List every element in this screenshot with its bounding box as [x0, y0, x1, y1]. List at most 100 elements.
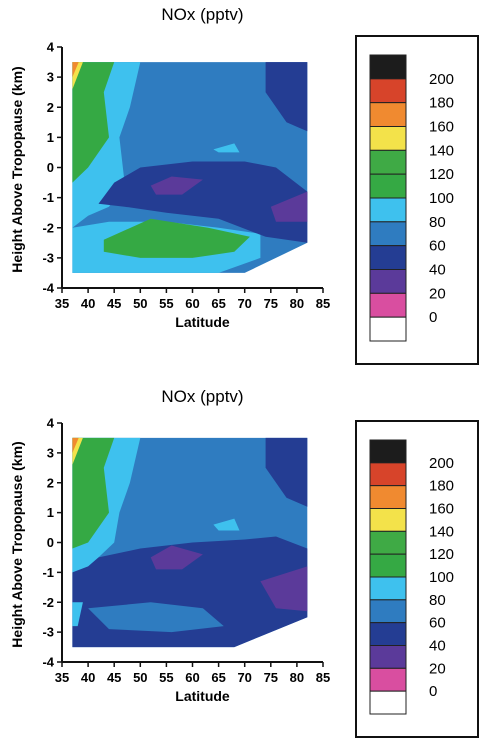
- x-axis-label: Latitude: [175, 688, 230, 704]
- y-tick-label: -2: [42, 595, 54, 610]
- x-tick-label: 45: [107, 670, 121, 685]
- y-tick-label: 2: [47, 100, 54, 115]
- contour-region-160-180: [72, 62, 79, 78]
- y-tick-label: -4: [42, 655, 54, 670]
- contour-region-20-40: [270, 191, 308, 222]
- contour-region-80-100: [213, 518, 240, 531]
- y-tick-label: 0: [47, 160, 54, 175]
- contour-chart-bottom: NOx (pptv) 35 40 45 50 55 60 65 70 75 80 85 4 3 2 1 0 -1 -…: [9, 387, 330, 704]
- chart-panel-bottom: NOx (pptv) 35 40 45 50 55 60 65 70 75 80 85 4 3 2 1 0 -1 -…: [0, 372, 481, 744]
- colorbar-label: 120: [429, 546, 454, 563]
- colorbar-label: 0: [429, 683, 437, 700]
- colorbar-label: 160: [429, 501, 454, 518]
- colorbar-label: 60: [429, 238, 446, 255]
- colorbar-swatch: [369, 485, 407, 510]
- y-tick-label: 1: [47, 130, 54, 145]
- colorbar-swatch: [369, 197, 407, 223]
- y-tick-label: 1: [47, 505, 54, 520]
- colorbar-label: 40: [429, 638, 446, 655]
- colorbar-swatch: [369, 102, 407, 127]
- colorbar-swatch: [369, 530, 407, 555]
- y-tick-label: -2: [42, 220, 54, 235]
- contour-region-60-80: [88, 602, 224, 633]
- colorbar-swatch: [369, 508, 407, 532]
- colorbar-swatch: [369, 690, 407, 715]
- x-tick-label: 50: [133, 670, 147, 685]
- colorbar-swatch: [369, 599, 407, 624]
- colorbar-label: 180: [429, 95, 454, 112]
- x-tick-label: 75: [264, 670, 278, 685]
- chart-title: NOx (pptv): [161, 5, 243, 24]
- contour-chart-top: NOx (pptv) 35 40 45 50 55 60 65 70 75 80 85 4 3 2 1 0 -1 -…: [9, 5, 330, 330]
- contour-region-20-40: [150, 176, 203, 195]
- colorbar-swatch: [369, 576, 407, 601]
- x-tick-label: 75: [264, 296, 278, 311]
- y-axis-label: Height Above Tropopause (km): [9, 66, 25, 272]
- contour-region-20-40: [260, 566, 308, 612]
- y-tick-label: 4: [47, 416, 55, 431]
- colorbar-swatch: [369, 149, 407, 175]
- x-tick-label: 65: [211, 296, 225, 311]
- contour-region-40-60: [98, 161, 308, 243]
- x-tick-label: 70: [237, 296, 251, 311]
- colorbar-label: 0: [429, 309, 437, 326]
- contour-region-40-60: [265, 62, 308, 132]
- contour-region-80-100: [213, 143, 240, 153]
- x-axis-label: Latitude: [175, 314, 230, 330]
- colorbar-label: 60: [429, 615, 446, 632]
- x-tick-label: 85: [316, 296, 330, 311]
- y-tick-label: 3: [47, 445, 54, 460]
- x-tick-label: 60: [185, 670, 199, 685]
- x-tick-label: 50: [133, 296, 147, 311]
- colorbar-label: 140: [429, 523, 454, 540]
- contour-region-100-120: [72, 437, 115, 549]
- y-tick-label: 4: [47, 40, 55, 55]
- colorbar-label: 140: [429, 142, 454, 159]
- y-tick-label: -1: [42, 565, 54, 580]
- x-tick-label: 60: [185, 296, 199, 311]
- colorbar-label: 160: [429, 119, 454, 136]
- colorbar-swatch: [369, 553, 407, 578]
- colorbar-label: 100: [429, 190, 454, 207]
- colorbar-swatch: [369, 667, 407, 692]
- colorbar-swatch: [369, 173, 407, 199]
- x-tick-label: 35: [55, 670, 69, 685]
- x-tick-label: 70: [237, 670, 251, 685]
- y-tick-label: -3: [42, 625, 54, 640]
- y-tick-label: -4: [42, 281, 54, 296]
- x-tick-label: 80: [290, 296, 304, 311]
- colorbar-label: 180: [429, 478, 454, 495]
- x-tick-label: 40: [81, 296, 95, 311]
- contour-region-100-120: [72, 62, 115, 183]
- contour-region-80-100: [72, 602, 83, 627]
- colorbar-swatch: [369, 316, 407, 342]
- y-tick-label: 2: [47, 475, 54, 490]
- colorbar-swatch: [369, 245, 407, 271]
- x-tick-label: 80: [290, 670, 304, 685]
- chart-panel-top: NOx (pptv) 35 40 45 50 55 60 65 70 75 80 85 4 3 2 1 0 -1 -…: [9, 5, 479, 365]
- colorbar-label: 20: [429, 660, 446, 677]
- x-tick-label: 45: [107, 296, 121, 311]
- colorbar-swatch: [369, 292, 407, 318]
- x-tick-label: 55: [159, 296, 173, 311]
- colorbar-swatch: [369, 462, 407, 487]
- chart-title: NOx (pptv): [161, 387, 243, 406]
- colorbar-label: 200: [429, 71, 454, 88]
- colorbar-label: 40: [429, 262, 446, 279]
- contour-region-160-180: [72, 437, 79, 453]
- x-tick-label: 65: [211, 670, 225, 685]
- colorbar-swatch: [369, 439, 407, 464]
- colorbar-label: 80: [429, 214, 446, 231]
- colorbar-swatch: [369, 126, 407, 151]
- contour-region-40-60: [265, 437, 308, 507]
- y-tick-label: -3: [42, 250, 54, 265]
- y-tick-label: 0: [47, 535, 54, 550]
- x-tick-label: 35: [55, 296, 69, 311]
- colorbar-swatch: [369, 78, 407, 104]
- colorbar-label: 100: [429, 569, 454, 586]
- colorbar-label: 20: [429, 285, 446, 302]
- colorbar-legend-bottom: 200 180 160 140 120 100 80 60 40 20 0: [355, 420, 479, 738]
- colorbar-label: 80: [429, 592, 446, 609]
